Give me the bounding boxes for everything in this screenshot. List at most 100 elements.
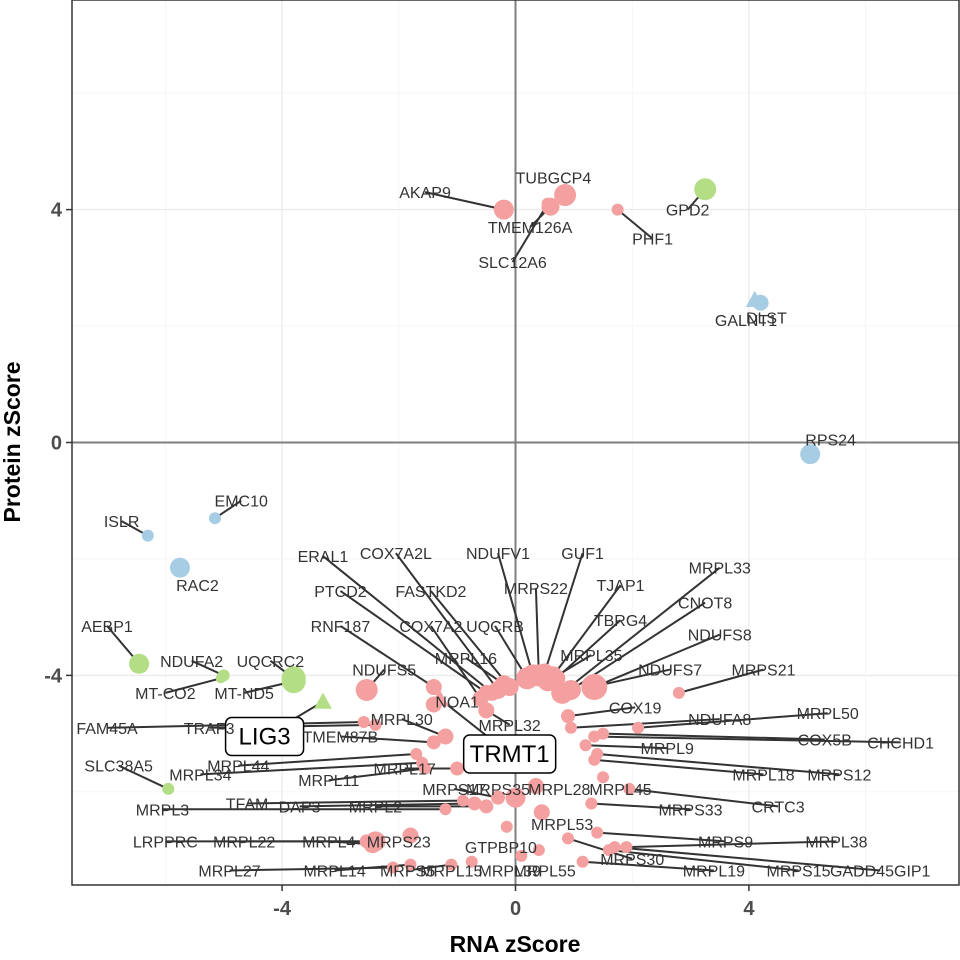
label-mrpl2: MRPL2 xyxy=(349,799,402,816)
label-mrpl17: MRPL17 xyxy=(374,762,436,779)
label-eral1: ERAL1 xyxy=(298,549,349,566)
label-mrps30: MRPS30 xyxy=(600,852,664,869)
point-fam45a xyxy=(357,715,370,728)
point-mrpl55 xyxy=(532,844,545,857)
leader-mt-co2 xyxy=(165,677,222,694)
leader-cox7a2l xyxy=(395,552,499,691)
label-mrpl14: MRPL14 xyxy=(303,863,365,880)
leader-mrpl18 xyxy=(594,758,764,776)
point-mrpl33 xyxy=(551,681,574,704)
point-mrpl3 xyxy=(439,803,452,816)
label-box-trmt1 xyxy=(462,734,557,774)
point-mrpl15 xyxy=(465,855,478,868)
leader-mrps5 xyxy=(407,863,452,872)
label-aebp1: AEBP1 xyxy=(81,619,133,636)
label-mrpl33: MRPL33 xyxy=(689,561,751,578)
label-mrps33: MRPS33 xyxy=(659,802,723,819)
label-mrpl27: MRPL27 xyxy=(198,863,260,880)
leader-mrps12 xyxy=(597,753,840,776)
leader-chchd1 xyxy=(594,735,901,744)
label-mrps22: MRPS22 xyxy=(504,581,568,598)
leader-mrps17 xyxy=(454,787,499,799)
point-slc12a6 xyxy=(541,197,554,210)
label-mrpl4: MRPL4 xyxy=(302,834,355,851)
point-lig3 xyxy=(313,692,332,709)
label-mrpl9: MRPL9 xyxy=(641,741,694,758)
label-mrps35: MRPS35 xyxy=(466,782,530,799)
point-gpd2 xyxy=(694,178,717,201)
leader-cox19 xyxy=(567,706,636,718)
point-ndufa8 xyxy=(564,721,577,734)
axis-ticks: -4 0 4 -4 0 4 xyxy=(44,200,755,920)
label-ndufs5: NDUFS5 xyxy=(352,663,416,680)
label-tjap1: TJAP1 xyxy=(597,578,645,595)
label-cnot8: CNOT8 xyxy=(678,596,732,613)
label-mrpl32: MRPL32 xyxy=(479,718,541,735)
leader-mrpl11 xyxy=(328,767,426,782)
leader-mrps33 xyxy=(591,802,691,811)
label-mrps15: MRPS15 xyxy=(767,863,831,880)
label-tmem126a: TMEM126A xyxy=(488,220,573,237)
leader-gadd45gip1 xyxy=(614,846,881,872)
point-dap3 xyxy=(467,796,482,811)
label-mrpl18: MRPL18 xyxy=(732,767,794,784)
point-mrps30 xyxy=(562,832,575,845)
leader-ptcd2 xyxy=(339,590,487,694)
point-mrpl44 xyxy=(410,747,423,760)
label-tubgcp4: TUBGCP4 xyxy=(516,171,592,188)
leader-tmem87b xyxy=(340,735,434,744)
point-mrps33 xyxy=(585,797,598,810)
label-mrpl44: MRPL44 xyxy=(207,759,269,776)
label-tbrg4: TBRG4 xyxy=(594,613,647,630)
point-rnf187 xyxy=(425,679,442,696)
point-mrpl32 xyxy=(478,702,495,719)
label-mrps9: MRPS9 xyxy=(698,834,753,851)
y-tick-label: -4 xyxy=(44,665,63,687)
label-uqcrb: UQCRB xyxy=(466,619,524,636)
label-mrpl19: MRPL19 xyxy=(683,863,745,880)
point-mrpl4 xyxy=(363,835,382,854)
point-uqcrc2 xyxy=(281,666,306,691)
label-emc10: EMC10 xyxy=(215,494,268,511)
leader-mrps15 xyxy=(608,849,799,872)
x-tick-label: -4 xyxy=(273,898,292,920)
leader-slc38a5 xyxy=(118,764,169,790)
label-fastkd2: FASTKD2 xyxy=(395,584,466,601)
leader-guf1 xyxy=(543,552,584,673)
point-galnt1 xyxy=(745,290,764,308)
leader-ndufs8 xyxy=(593,633,721,688)
leader-mrps9 xyxy=(597,831,726,843)
point-mrpl27 xyxy=(386,861,399,874)
point-mrpl11 xyxy=(419,762,432,775)
point-mrpl17 xyxy=(450,761,465,776)
leader-mrps30 xyxy=(567,837,633,860)
label-chchd1: CHCHD1 xyxy=(867,735,934,752)
label-uqcrc2: UQCRC2 xyxy=(237,654,305,671)
point-cox19 xyxy=(561,709,576,724)
label-fam45a: FAM45A xyxy=(76,721,138,738)
leader-mrpl44 xyxy=(238,752,417,767)
point-mrpl53 xyxy=(533,804,550,821)
leader-eral1 xyxy=(322,555,493,694)
label-gpd2: GPD2 xyxy=(666,203,710,220)
x-tick-label: 4 xyxy=(743,898,755,920)
label-ndufs7: NDUFS7 xyxy=(638,663,702,680)
label-cox7a2l: COX7A2L xyxy=(360,546,432,563)
leader-mrpl19 xyxy=(582,860,714,872)
point-noa1 xyxy=(425,696,442,713)
label-slc38a5: SLC38A5 xyxy=(84,759,153,776)
point-mrpl14 xyxy=(404,858,417,871)
leader-akap9 xyxy=(424,191,505,211)
label-dap3: DAP3 xyxy=(279,799,321,816)
point-mrpl9 xyxy=(579,739,592,752)
point-cox5b xyxy=(597,727,610,740)
label-tmem87b: TMEM87B xyxy=(303,730,379,747)
leader-mrpl9 xyxy=(585,744,668,750)
label-slc12a6: SLC12A6 xyxy=(478,255,547,272)
x-tick-label: 0 xyxy=(510,898,521,920)
leader-fastkd2 xyxy=(430,590,511,688)
point-emc10 xyxy=(208,512,221,525)
label-gadd45gip1: GADD45GIP1 xyxy=(830,863,931,880)
leader-mrpl38 xyxy=(626,840,837,849)
